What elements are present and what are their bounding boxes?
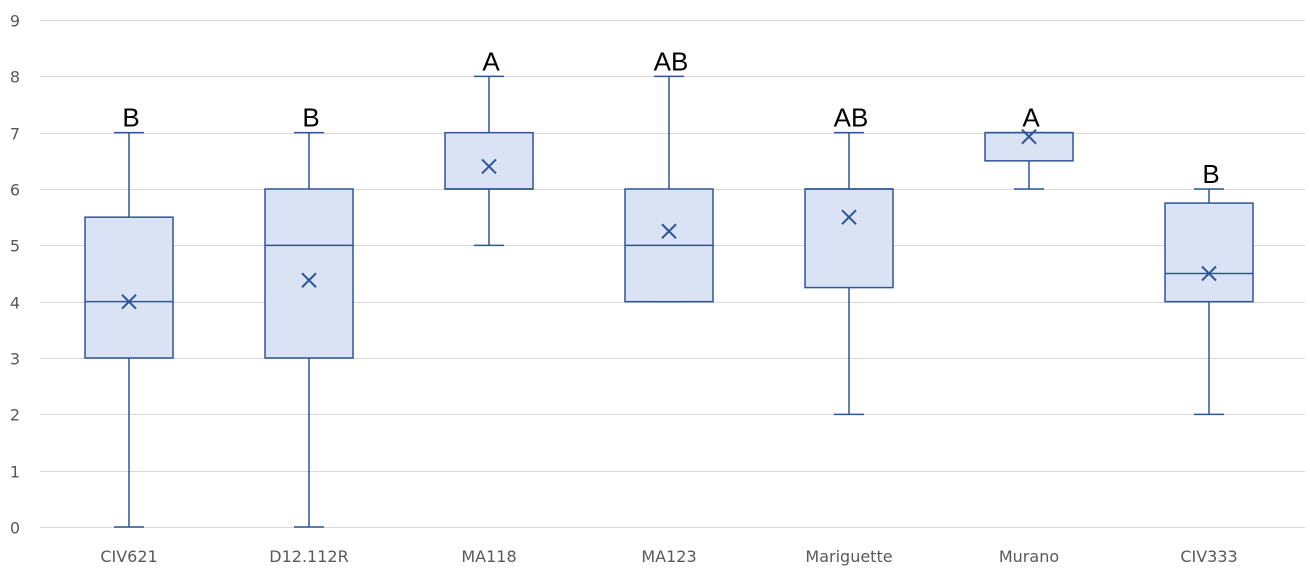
mean-marker <box>121 293 137 310</box>
mean-marker <box>1201 265 1217 282</box>
significance-letter: A <box>1022 103 1040 133</box>
x-category-label: Murano <box>999 547 1059 566</box>
y-axis-tick-labels: 0 1 2 3 4 5 6 7 8 9 <box>10 12 20 538</box>
significance-letter: B <box>302 103 319 133</box>
significance-letter: A <box>482 46 500 76</box>
iqr-box <box>804 188 894 289</box>
iqr-box <box>84 216 174 359</box>
iqr-box <box>1164 202 1254 303</box>
mean-marker <box>841 209 857 225</box>
iqr-box <box>264 188 354 359</box>
x-category-label: MA123 <box>641 547 696 566</box>
box-MA123: AB <box>624 46 714 303</box>
box-Murano: A <box>984 103 1074 190</box>
significance-letter: B <box>122 103 139 133</box>
box-CIV621: B <box>84 103 174 528</box>
y-tick-label: 9 <box>10 12 20 31</box>
y-tick-label: 4 <box>10 294 20 313</box>
y-tick-label: 8 <box>10 68 20 87</box>
x-category-label: D12.112R <box>269 547 348 566</box>
y-tick-label: 2 <box>10 406 20 425</box>
box-MA118: A <box>444 46 534 247</box>
y-tick-label: 3 <box>10 350 20 369</box>
x-category-label: MA118 <box>461 547 516 566</box>
box-D12.112R: B <box>264 103 354 528</box>
box-Mariguette: AB <box>804 103 894 416</box>
y-tick-label: 1 <box>10 463 20 482</box>
x-axis-category-labels: CIV621 D12.112R MA118 MA123 Mariguette Murano… <box>100 547 1237 566</box>
significance-letter: AB <box>834 103 869 133</box>
x-category-label: CIV621 <box>100 547 157 566</box>
box-CIV333: B <box>1164 159 1254 416</box>
y-tick-label: 6 <box>10 181 20 200</box>
x-category-label: Mariguette <box>805 547 892 566</box>
x-category-label: CIV333 <box>1180 547 1237 566</box>
y-tick-label: 5 <box>10 237 20 256</box>
significance-letter: B <box>1202 159 1219 189</box>
mean-marker <box>661 223 677 239</box>
iqr-box <box>444 131 534 190</box>
y-tick-label: 7 <box>10 125 20 144</box>
y-tick-label: 0 <box>10 519 20 538</box>
mean-marker <box>301 272 317 288</box>
mean-marker <box>1021 128 1037 145</box>
significance-letter: AB <box>654 46 689 76</box>
mean-marker <box>481 158 497 175</box>
